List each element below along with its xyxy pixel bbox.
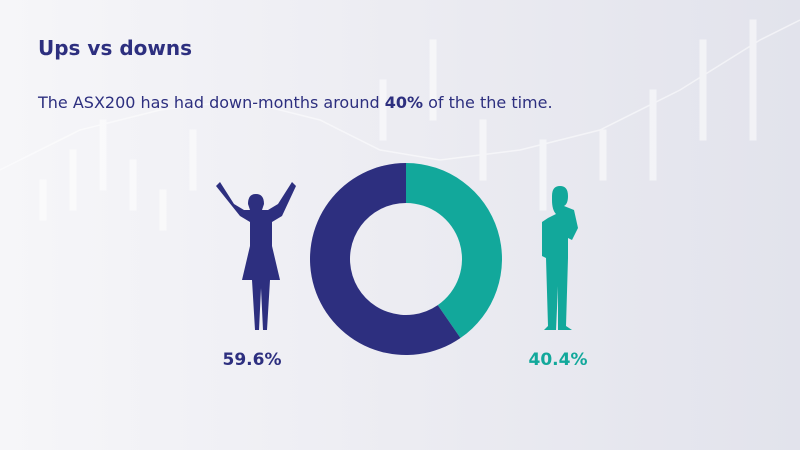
subtitle: The ASX200 has had down-months around 40… bbox=[37, 93, 553, 112]
subtitle-highlight: 40% bbox=[385, 93, 423, 112]
subtitle-text: of the the time. bbox=[423, 93, 553, 112]
figure-up bbox=[216, 182, 296, 330]
figure-down bbox=[542, 186, 578, 330]
background-candles bbox=[0, 19, 800, 231]
donut bbox=[310, 162, 503, 355]
donut-segment bbox=[310, 163, 461, 355]
chart-title: Ups vs downs bbox=[38, 36, 192, 60]
value-label: 40.4% bbox=[529, 350, 588, 370]
value-label: 59.6% bbox=[223, 350, 282, 370]
donut-segment bbox=[406, 162, 503, 339]
subtitle-text: The ASX200 has had down-months around bbox=[37, 93, 385, 112]
